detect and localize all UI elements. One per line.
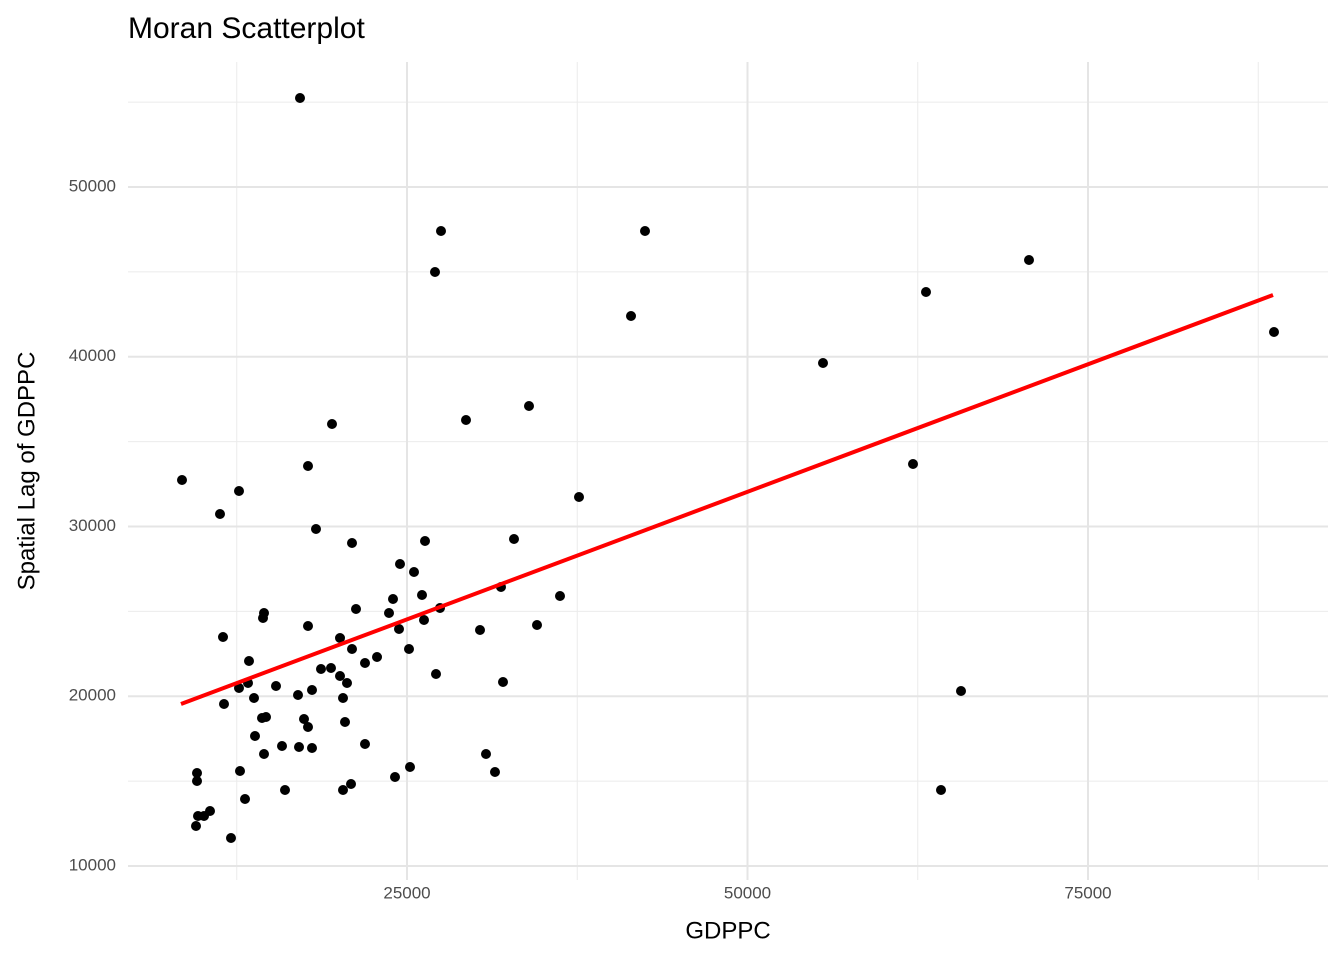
y-tick-label: 40000 (69, 346, 116, 365)
point (409, 566, 420, 577)
point (523, 400, 534, 411)
point (219, 698, 230, 709)
point (817, 357, 828, 368)
point (303, 721, 314, 732)
point (192, 776, 203, 787)
point (475, 624, 486, 635)
point (342, 677, 353, 688)
point (921, 286, 932, 297)
point (240, 793, 251, 804)
point (217, 632, 228, 643)
x-tick-label: 50000 (724, 883, 771, 902)
x-tick-label: 75000 (1064, 883, 1111, 902)
point (310, 523, 321, 534)
point (347, 537, 358, 548)
point (936, 784, 947, 795)
trend-line (180, 293, 1274, 706)
point (326, 419, 337, 430)
point (346, 778, 357, 789)
point (372, 652, 383, 663)
point (338, 692, 349, 703)
point (509, 533, 520, 544)
point (293, 689, 304, 700)
point (307, 743, 318, 754)
point (1024, 254, 1035, 265)
point (420, 535, 431, 546)
point (436, 226, 447, 237)
point (395, 558, 406, 569)
point (417, 589, 428, 600)
y-tick-label: 50000 (69, 176, 116, 195)
point (215, 509, 226, 520)
point (259, 748, 270, 759)
point (198, 810, 209, 821)
x-axis-label: GDPPC (685, 917, 770, 944)
y-tick-label: 10000 (69, 855, 116, 874)
point (299, 713, 310, 724)
point (315, 664, 326, 675)
point (573, 491, 584, 502)
point (351, 603, 362, 614)
point (295, 93, 306, 104)
point (249, 731, 260, 742)
point (225, 833, 236, 844)
chart-title: Moran Scatterplot (128, 12, 365, 45)
point (234, 486, 245, 497)
point (360, 657, 371, 668)
point (360, 738, 371, 749)
point (431, 668, 442, 679)
point (347, 643, 358, 654)
point (191, 821, 202, 832)
point (234, 765, 245, 776)
point (243, 655, 254, 666)
point (394, 623, 405, 634)
point (335, 670, 346, 681)
point (271, 680, 282, 691)
point (532, 620, 543, 631)
point (404, 643, 415, 654)
point (625, 310, 636, 321)
point (294, 742, 305, 753)
y-tick-label: 30000 (69, 516, 116, 535)
point (554, 590, 565, 601)
point (258, 612, 269, 623)
point (307, 685, 318, 696)
point (261, 711, 272, 722)
point (192, 767, 203, 778)
x-tick-label: 25000 (383, 883, 430, 902)
point (1268, 327, 1279, 338)
point (640, 226, 650, 237)
point (303, 461, 314, 472)
point (956, 686, 967, 697)
point (390, 771, 401, 782)
point (489, 766, 500, 777)
point (481, 748, 492, 759)
point (279, 784, 290, 795)
point (338, 784, 349, 795)
point (303, 620, 314, 631)
y-tick-label: 20000 (69, 686, 116, 705)
point (405, 761, 416, 772)
point (419, 614, 430, 625)
point (430, 266, 441, 277)
point (234, 682, 245, 693)
point (383, 608, 394, 619)
point (335, 633, 346, 644)
point (248, 692, 259, 703)
y-axis-label: Spatial Lag of GDPPC (13, 352, 40, 591)
point (907, 458, 918, 469)
point (277, 741, 288, 752)
point (497, 676, 508, 687)
point (177, 474, 188, 485)
point (340, 716, 351, 727)
point (388, 593, 399, 604)
point (325, 663, 336, 674)
point (461, 414, 472, 425)
